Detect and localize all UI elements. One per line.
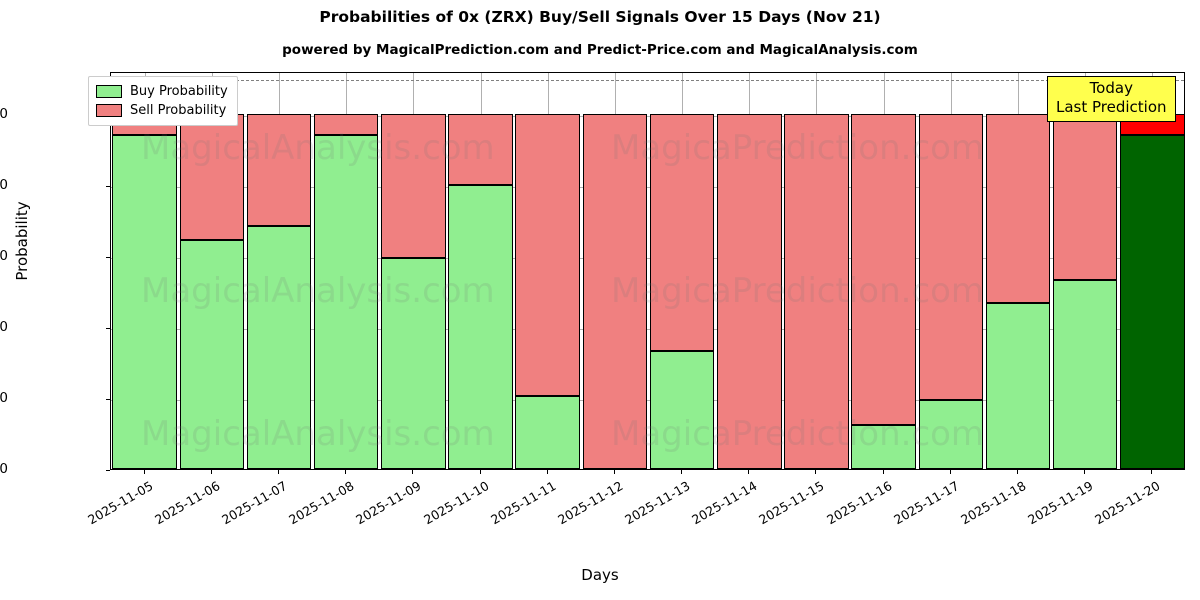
x-axis-tick-mark xyxy=(815,470,817,474)
bar-segment-sell[interactable] xyxy=(717,113,782,469)
y-axis-tick-mark xyxy=(106,327,110,329)
bar-group[interactable] xyxy=(851,73,916,469)
chart-legend: Buy Probability Sell Probability xyxy=(88,76,238,126)
bar-segment-sell[interactable] xyxy=(179,113,245,240)
bar-group[interactable] xyxy=(582,73,648,469)
y-axis-tick-mark xyxy=(106,256,110,258)
bar-group[interactable] xyxy=(112,73,177,469)
bar-group[interactable] xyxy=(784,73,849,469)
y-axis-tick-label: 60 xyxy=(0,247,8,264)
bar-segment-sell[interactable] xyxy=(381,113,446,258)
bar-segment-buy[interactable] xyxy=(985,303,1051,469)
bar-segment-buy[interactable] xyxy=(1052,279,1118,469)
bar-group[interactable] xyxy=(649,73,715,469)
bar-segment-buy[interactable] xyxy=(112,134,177,469)
legend-item[interactable]: Sell Probability xyxy=(96,101,228,120)
y-axis-tick-label: 0 xyxy=(0,461,8,477)
x-axis-tick-mark xyxy=(277,470,279,474)
y-axis-tick-mark xyxy=(106,398,110,400)
gridline-horizontal xyxy=(111,115,1184,117)
x-axis-tick-mark xyxy=(143,470,145,474)
x-axis-tick-mark xyxy=(613,470,615,474)
bar-group[interactable] xyxy=(246,73,312,469)
gridline-horizontal xyxy=(111,328,1184,330)
bar-segment-buy[interactable] xyxy=(918,399,984,469)
x-axis-label: Days xyxy=(581,566,619,584)
today-annotation-line1: Today xyxy=(1089,79,1133,97)
y-axis-tick-label: 40 xyxy=(0,318,8,335)
y-axis-tick-label: 20 xyxy=(0,389,8,406)
legend-swatch-buy xyxy=(96,85,122,98)
bar-group[interactable] xyxy=(179,73,245,469)
legend-swatch-sell xyxy=(96,104,122,117)
x-axis-tick-mark xyxy=(748,470,750,474)
y-axis-tick-label: 100 xyxy=(0,105,8,122)
x-axis-tick-mark xyxy=(949,470,951,474)
legend-item[interactable]: Buy Probability xyxy=(96,82,228,101)
bar-segment-sell[interactable] xyxy=(313,113,379,135)
bar-segment-sell[interactable] xyxy=(448,113,513,185)
bar-segment-sell[interactable] xyxy=(582,113,648,469)
gridline-horizontal xyxy=(111,399,1184,401)
bar-segment-buy[interactable] xyxy=(179,239,245,469)
x-axis-tick-mark xyxy=(1017,470,1019,474)
legend-item-label: Buy Probability xyxy=(130,84,228,99)
x-axis-tick-mark xyxy=(479,470,481,474)
bar-group[interactable] xyxy=(985,73,1051,469)
x-axis-tick-mark xyxy=(345,470,347,474)
bar-segment-sell[interactable] xyxy=(851,113,916,425)
gridline-horizontal xyxy=(111,186,1184,188)
x-axis-tick-mark xyxy=(210,470,212,474)
today-annotation: Today Last Prediction xyxy=(1047,76,1176,122)
x-axis-tick-mark xyxy=(1151,470,1153,474)
bar-segment-sell[interactable] xyxy=(246,113,312,226)
bar-segment-buy[interactable] xyxy=(851,424,916,469)
x-axis-tick-mark xyxy=(882,470,884,474)
x-axis-tick-mark xyxy=(681,470,683,474)
bar-group[interactable] xyxy=(717,73,782,469)
bar-segment-buy[interactable] xyxy=(1120,134,1184,469)
y-axis-tick-mark xyxy=(106,470,110,471)
page-title: Probabilities of 0x (ZRX) Buy/Sell Signa… xyxy=(319,8,881,26)
today-annotation-line2: Last Prediction xyxy=(1056,97,1167,116)
bar-group[interactable] xyxy=(381,73,446,469)
bar-segment-sell[interactable] xyxy=(649,113,715,351)
bar-segment-buy[interactable] xyxy=(313,134,379,469)
x-axis-tick-mark xyxy=(546,470,548,474)
bar-group[interactable] xyxy=(918,73,984,469)
y-axis-label: Probability xyxy=(13,201,31,281)
threshold-dashed-line xyxy=(111,80,1184,82)
x-axis-tick-mark xyxy=(1084,470,1086,474)
bar-segment-buy[interactable] xyxy=(515,396,580,469)
bar-segment-sell[interactable] xyxy=(918,113,984,400)
bar-group[interactable] xyxy=(448,73,513,469)
bar-group[interactable] xyxy=(1052,73,1118,469)
bar-group[interactable] xyxy=(1120,73,1184,469)
bar-group[interactable] xyxy=(515,73,580,469)
plot-area: MagicalAnalysis.comMagicaPrediction.comM… xyxy=(110,72,1185,470)
bar-segment-sell[interactable] xyxy=(985,113,1051,304)
bar-segment-buy[interactable] xyxy=(381,257,446,469)
y-axis-tick-label: 80 xyxy=(0,176,8,193)
gridline-horizontal xyxy=(111,257,1184,259)
bar-segment-sell[interactable] xyxy=(784,113,849,469)
bar-segment-sell[interactable] xyxy=(515,113,580,397)
bar-group[interactable] xyxy=(313,73,379,469)
bar-segment-sell[interactable] xyxy=(1052,113,1118,280)
legend-item-label: Sell Probability xyxy=(130,103,227,118)
bar-segment-buy[interactable] xyxy=(649,350,715,469)
bar-segment-buy[interactable] xyxy=(246,225,312,469)
chart-subtitle: powered by MagicalPrediction.com and Pre… xyxy=(282,42,918,58)
y-axis-tick-mark xyxy=(106,185,110,187)
x-axis-tick-mark xyxy=(412,470,414,474)
bar-segment-buy[interactable] xyxy=(448,184,513,469)
